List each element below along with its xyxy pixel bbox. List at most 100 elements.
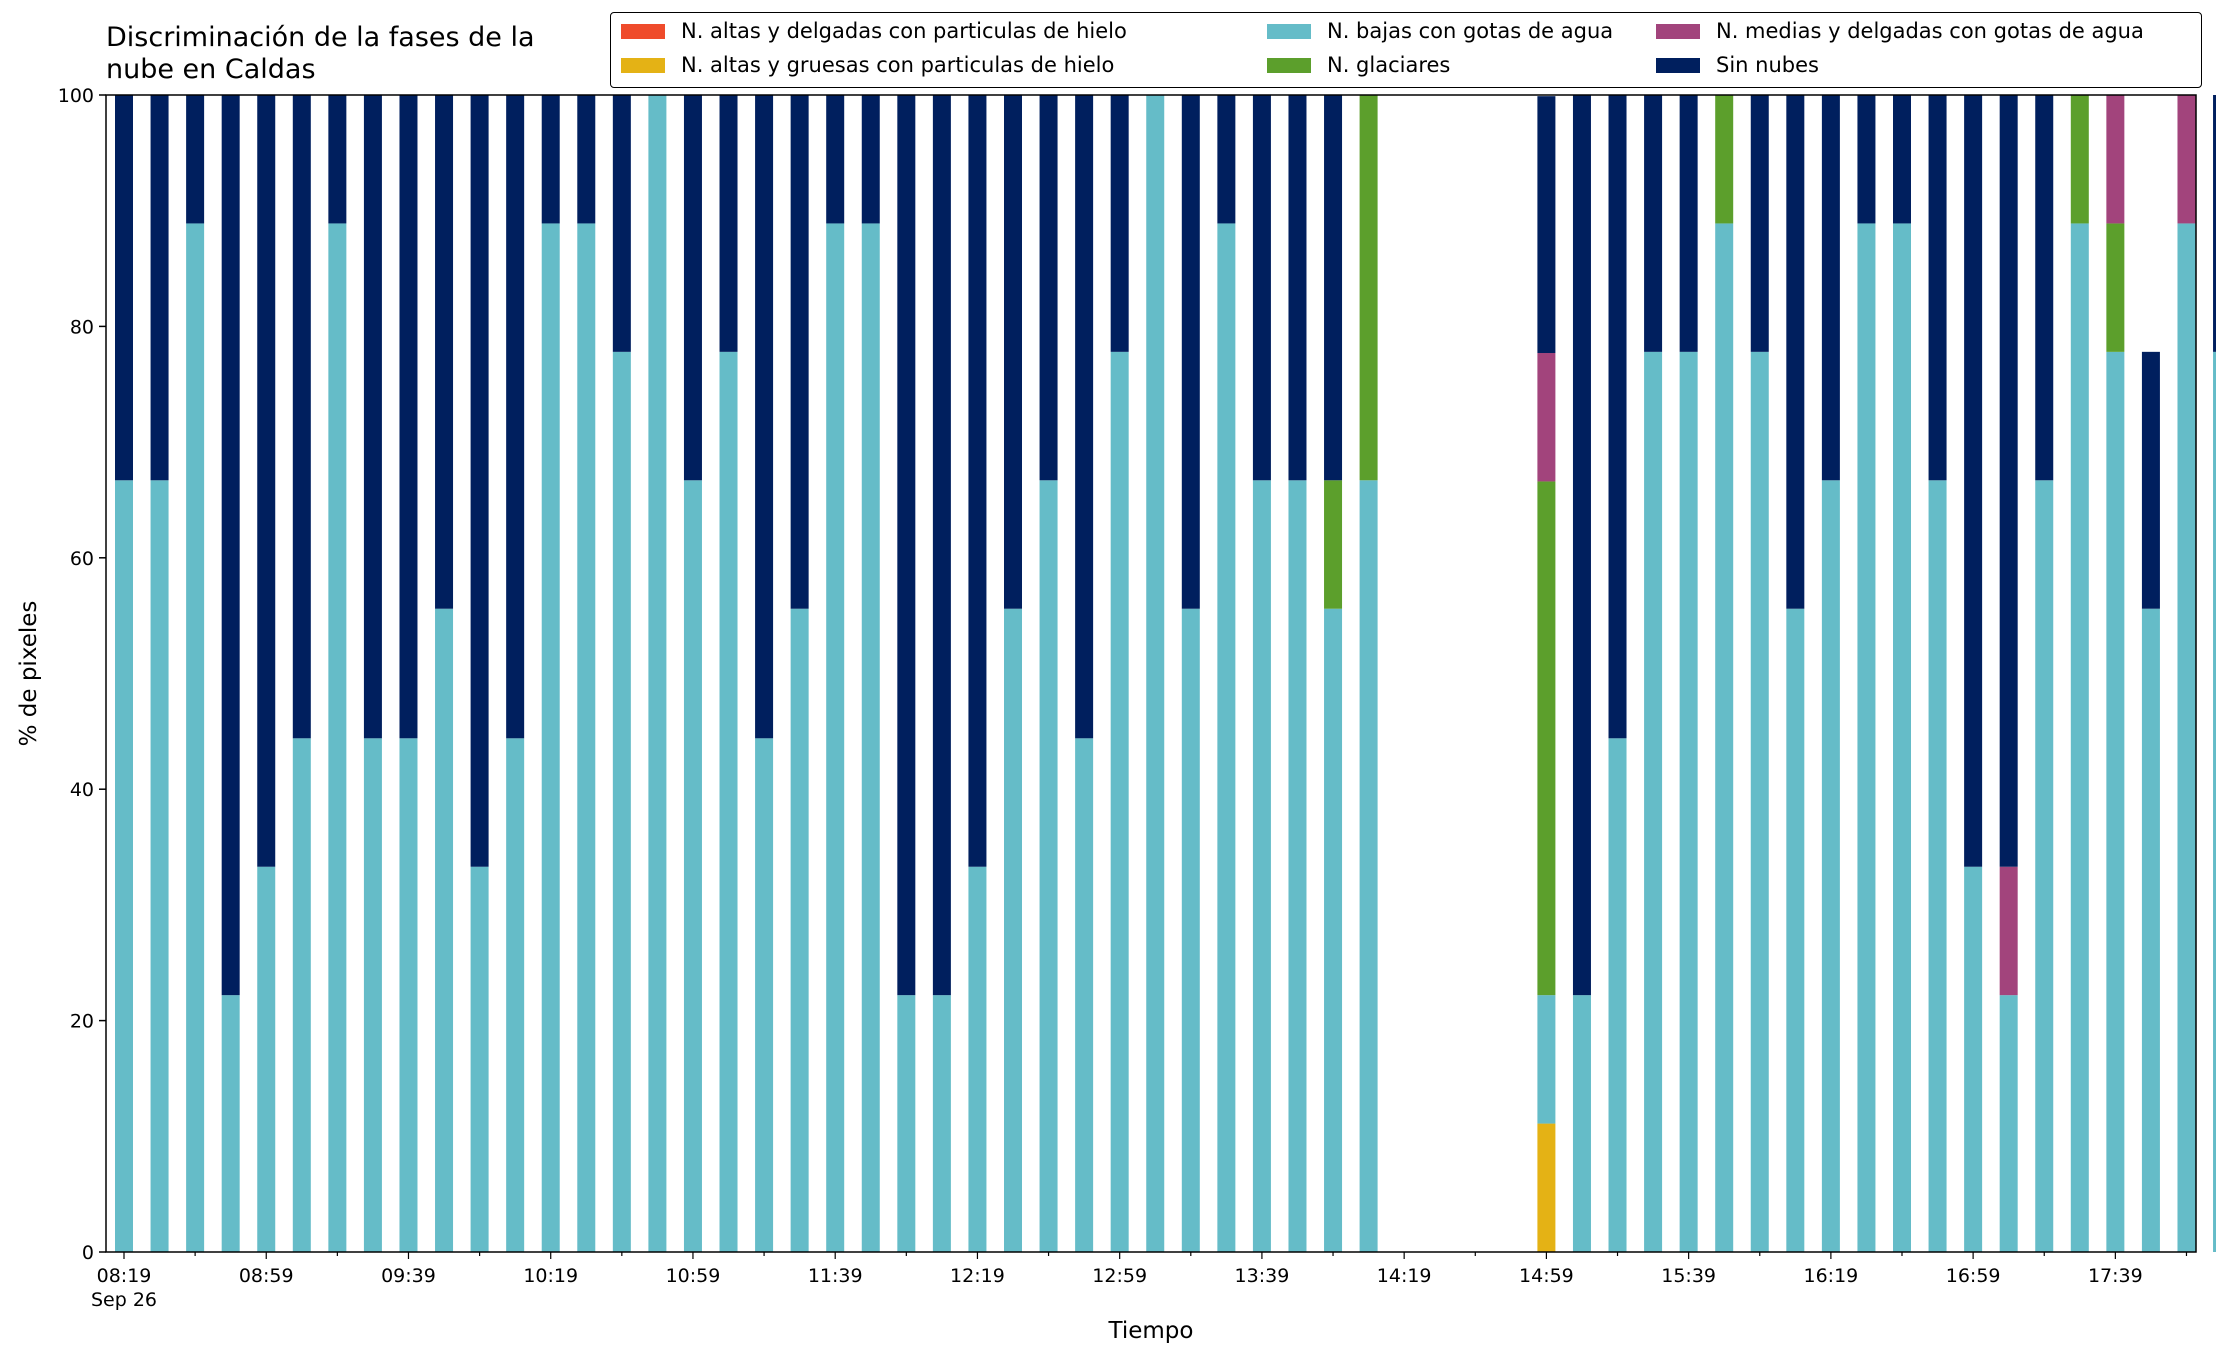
bar-segment (861, 223, 880, 1253)
bar-segment (150, 95, 169, 481)
bar-segment (292, 95, 311, 739)
bar-segment (1964, 866, 1983, 1252)
x-tick-label: 15:39 (1661, 1265, 1716, 1287)
legend-swatch (1656, 57, 1700, 73)
bar-segment (577, 223, 596, 1253)
bar-segment (1181, 95, 1200, 609)
bar-segment (755, 738, 774, 1252)
x-tick-label: 16:19 (1803, 1265, 1858, 1287)
legend-label: N. bajas con gotas de agua (1327, 19, 1614, 43)
x-tick-label: 12:59 (1092, 1265, 1147, 1287)
bar-segment (1572, 995, 1591, 1252)
bar-segment (1537, 353, 1556, 482)
bar-segment (1644, 95, 1663, 352)
bar-segment (826, 95, 845, 224)
bar-segment (2141, 608, 2160, 1252)
bar-segment (861, 95, 880, 224)
bar-segment (1537, 96, 1556, 354)
bar-segment (1004, 608, 1022, 1252)
legend-label: Sin nubes (1716, 53, 1819, 77)
bar-segment (1679, 351, 1698, 1253)
bar-segment (1075, 738, 1094, 1252)
bar-segment (1252, 95, 1271, 481)
x-tick-label: 12:19 (950, 1265, 1005, 1287)
bar-segment (1217, 223, 1236, 1253)
bar-segment (1857, 95, 1876, 224)
x-tick-label: 13:39 (1235, 1265, 1290, 1287)
bar-segment (1786, 608, 1805, 1252)
legend-item-hielo-delgadas: N. altas y delgadas con particulas de hi… (621, 19, 1127, 43)
bar-segment (2177, 95, 2196, 224)
bar-segment (1893, 223, 1911, 1253)
bar-segment (1288, 480, 1307, 1252)
x-tick-label: 09:39 (381, 1265, 436, 1287)
bar-segment (541, 95, 560, 224)
x-tick-label: 14:59 (1519, 1265, 1574, 1287)
y-tick-label: 100 (58, 85, 94, 107)
bar-segment (968, 866, 987, 1252)
bar-segment (1217, 95, 1236, 224)
x-tick-label: 17:39 (2088, 1265, 2143, 1287)
x-axis-label: Tiempo (1108, 1318, 1194, 1344)
bar-segment (541, 223, 560, 1253)
bar-segment (1537, 1123, 1556, 1252)
bar-segment (328, 223, 347, 1253)
bar-segment (1893, 95, 1911, 224)
y-tick-label: 0 (82, 1242, 94, 1264)
x-tick-label: 14:19 (1377, 1265, 1432, 1287)
legend-swatch (621, 57, 665, 73)
bar-segment (1821, 480, 1840, 1252)
bar-segment (612, 95, 631, 352)
bar-segment (150, 480, 169, 1252)
bar-segment (1608, 95, 1627, 739)
bar-segment (257, 95, 276, 867)
x-tick-label: 10:19 (523, 1265, 578, 1287)
bar-segment (292, 738, 311, 1252)
bar-segment (1857, 223, 1876, 1253)
legend-item-medias-agua: N. medias y delgadas con gotas de agua (1656, 19, 2144, 43)
bar-segment (1039, 95, 1058, 481)
bar-segment (1786, 95, 1805, 609)
x-tick-label: 16:59 (1946, 1265, 2001, 1287)
bar-segment (1750, 351, 1769, 1253)
legend-swatch (621, 23, 665, 39)
bar-segment (1572, 95, 1591, 996)
bar-segment (755, 95, 774, 739)
bar-segment (399, 738, 418, 1252)
bar-segment (221, 995, 240, 1252)
bar-segment (2106, 223, 2125, 352)
bar-segment (186, 95, 205, 224)
bar-segment (897, 95, 916, 996)
bar-segment (577, 95, 596, 224)
bar-segment (1608, 738, 1627, 1252)
bar-segment (897, 995, 916, 1252)
legend-label: N. altas y gruesas con particulas de hie… (681, 53, 1115, 77)
bar-segment (2177, 223, 2196, 1253)
legend-label: N. glaciares (1327, 53, 1451, 77)
bar-segment (435, 95, 454, 609)
bar-segment (648, 95, 667, 1252)
bar-segment (506, 95, 525, 739)
bar-segment (2106, 95, 2125, 224)
bar-segment (1075, 95, 1094, 739)
bar-segment (1039, 480, 1058, 1252)
x-tick-label: 10:59 (666, 1265, 721, 1287)
bar-segment (1288, 95, 1307, 481)
bar-segment (1821, 95, 1840, 481)
y-tick-label: 40 (70, 779, 94, 801)
bar-segment (1644, 351, 1663, 1253)
y-tick-label: 80 (70, 316, 94, 338)
bar-segment (2141, 351, 2160, 609)
bar-segment (932, 995, 951, 1252)
legend-item-glaciares: N. glaciares (1267, 53, 1450, 77)
chart-legend: N. altas y delgadas con particulas de hi… (610, 12, 2202, 88)
bar-segment (186, 223, 205, 1253)
bar-segment (1110, 351, 1129, 1253)
bar-segment (363, 95, 382, 739)
bar-segment (2035, 480, 2054, 1252)
bar-segment (2213, 95, 2216, 352)
bar-segment (1999, 95, 2018, 867)
bar-segment (470, 95, 489, 867)
bar-segment (1964, 95, 1983, 867)
